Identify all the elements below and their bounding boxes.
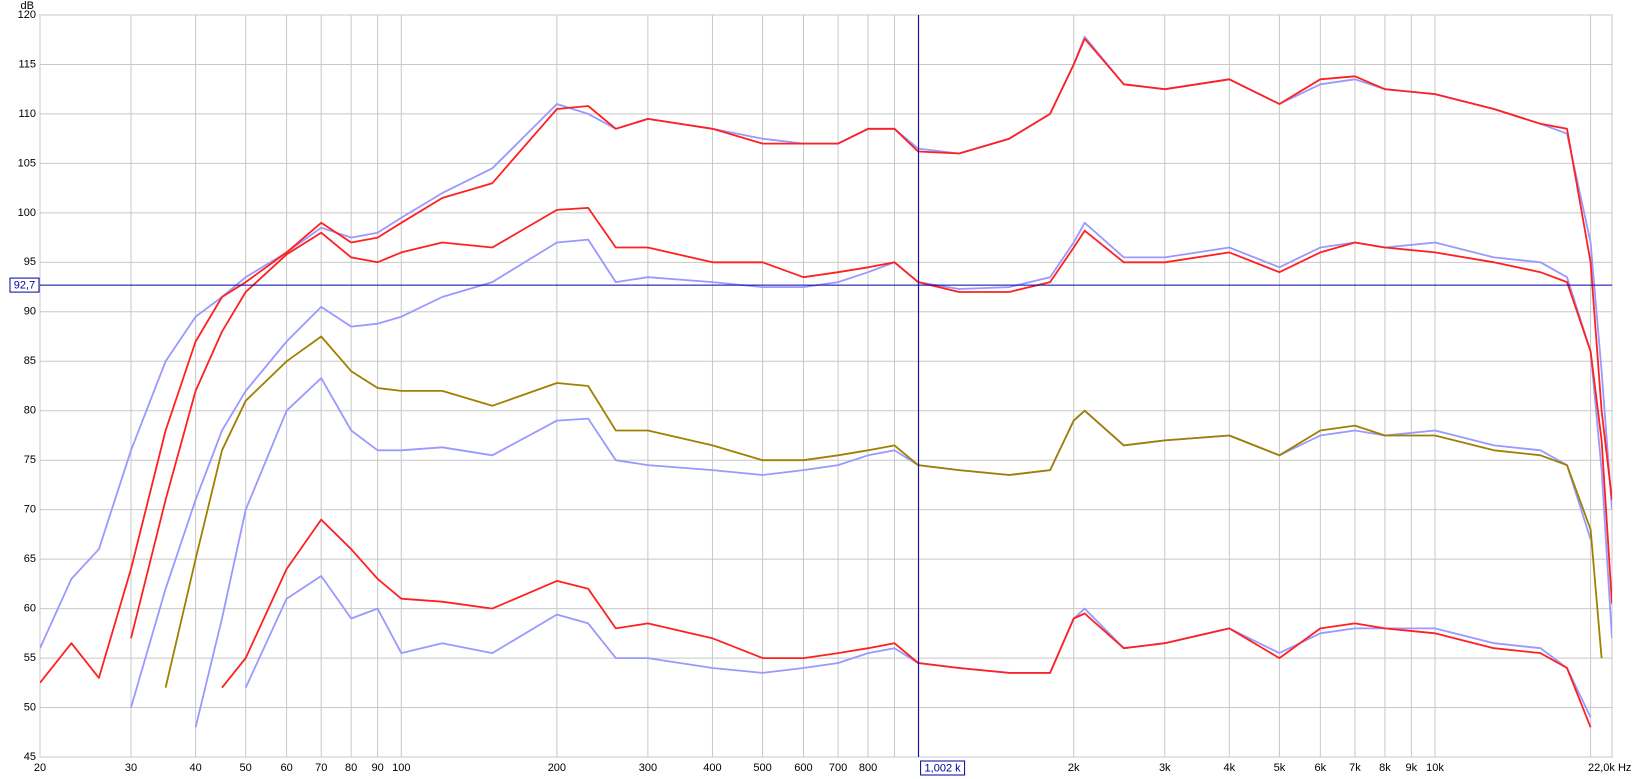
y-tick-label: 115 (18, 58, 36, 70)
x-tick-label: 20 (34, 762, 46, 774)
y-tick-label: 70 (24, 504, 36, 516)
y-tick-label: 50 (24, 701, 36, 713)
y-tick-label: 105 (18, 157, 36, 169)
plot-area (39, 14, 1613, 758)
y-tick-label: 80 (24, 405, 36, 417)
cursor-y-label: 92,7 (14, 279, 35, 291)
y-tick-label: 55 (24, 652, 36, 664)
response-curve (130, 221, 1612, 708)
x-tick-label: 3k (1159, 762, 1171, 774)
x-tick-label: 50 (240, 762, 252, 774)
x-tick-label: 5k (1274, 762, 1286, 774)
y-tick-label: 100 (18, 207, 36, 219)
cursor-x-box (920, 760, 966, 776)
y-tick-label: 120 (18, 9, 36, 21)
x-tick-label: 2k (1068, 762, 1080, 774)
y-tick-label: 65 (24, 553, 36, 565)
y-tick-label: 90 (24, 306, 36, 318)
x-tick-label: 30 (125, 762, 137, 774)
response-curve (221, 518, 1592, 728)
x-tick-label: 60 (280, 762, 292, 774)
x-tick-label: 7k (1349, 762, 1361, 774)
y-axis-label: dB (21, 0, 34, 12)
response-curve (164, 335, 1603, 688)
x-tick-label: 8k (1379, 762, 1391, 774)
x-tick-label: 800 (859, 762, 877, 774)
x-tick-label: 80 (345, 762, 357, 774)
x-tick-label: 600 (794, 762, 812, 774)
x-tick-label: 6k (1315, 762, 1327, 774)
y-tick-label: 95 (24, 256, 36, 268)
x-tick-label: 4k (1224, 762, 1236, 774)
x-tick-label: 500 (753, 762, 771, 774)
grid (39, 14, 1613, 758)
x-tick-label: 40 (189, 762, 201, 774)
x-tick-label: 70 (315, 762, 327, 774)
cursor-y-box (9, 277, 40, 293)
y-tick-label: 60 (24, 603, 36, 615)
x-tick-label: 100 (392, 762, 410, 774)
x-tick-label: 10k (1426, 762, 1444, 774)
x-tick-label: 90 (371, 762, 383, 774)
response-curve (130, 207, 1612, 639)
x-tick-label: 200 (548, 762, 566, 774)
x-tick-label: 22,0k Hz (1588, 762, 1631, 774)
response-curve (244, 575, 1592, 718)
x-tick-label: 9k (1406, 762, 1418, 774)
response-curve (40, 37, 1612, 684)
y-tick-label: 45 (24, 751, 36, 763)
x-tick-label: 700 (829, 762, 847, 774)
response-curve (194, 377, 1592, 728)
y-tick-label: 85 (24, 355, 36, 367)
y-tick-label: 110 (18, 108, 36, 120)
curves (40, 35, 1612, 728)
cursor: 92,7 1,002 k (9, 15, 1612, 776)
x-tick-label: 300 (639, 762, 657, 774)
x-tick-label: 400 (703, 762, 721, 774)
cursor-x-label: 1,002 k (925, 762, 962, 774)
y-tick-label: 75 (24, 454, 36, 466)
